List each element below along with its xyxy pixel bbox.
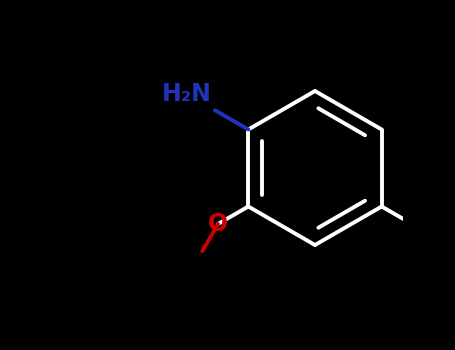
Text: O: O [208,212,228,236]
Text: H₂N: H₂N [162,82,212,106]
